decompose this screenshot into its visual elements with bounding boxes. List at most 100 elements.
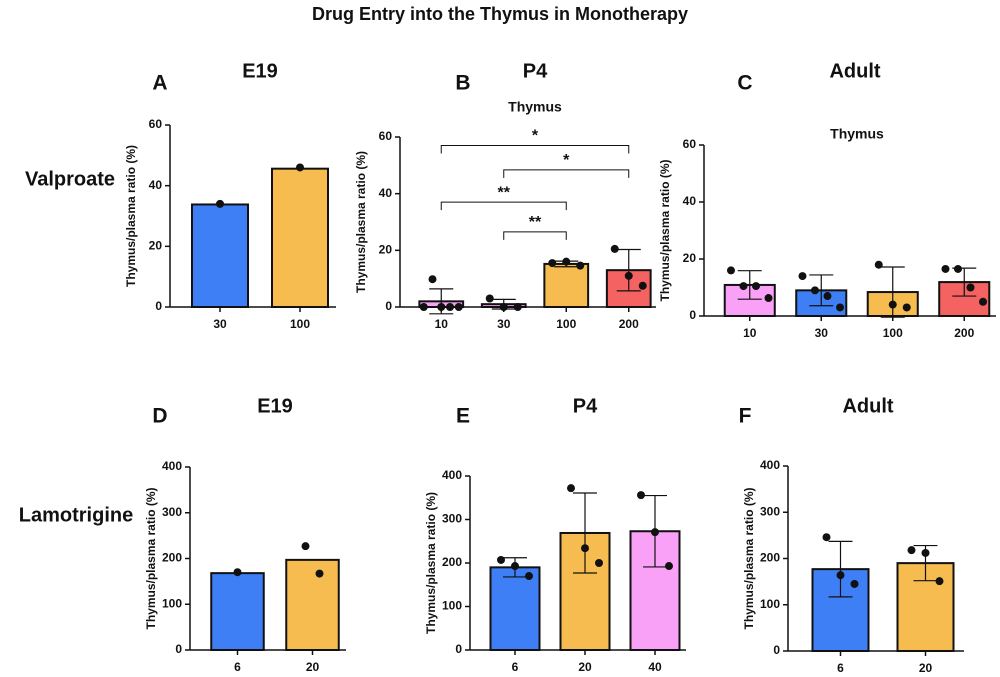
data-point [836, 303, 845, 312]
y-tick-label: 200 [760, 551, 780, 565]
data-point [562, 257, 571, 266]
y-tick-label: 40 [683, 194, 697, 208]
error-bar [880, 266, 905, 318]
significance-bracket [440, 201, 567, 211]
data-point [941, 264, 950, 273]
x-tick-label: 6 [512, 660, 519, 674]
data-point [511, 562, 519, 571]
data-point [301, 542, 310, 551]
x-tick-label: 20 [306, 660, 320, 674]
data-point [513, 303, 522, 311]
data-point [525, 572, 533, 581]
x-tick-label: 200 [954, 326, 974, 340]
data-point [953, 264, 962, 273]
y-tick-label: 400 [162, 459, 182, 473]
bar [191, 203, 249, 308]
panel-letter: A [152, 72, 167, 95]
x-tick-label: 20 [578, 660, 592, 674]
data-point [446, 303, 454, 311]
x-tick-label: 30 [497, 317, 511, 331]
data-point [595, 559, 603, 567]
data-point [610, 244, 619, 253]
data-point [907, 546, 916, 555]
significance-label: ** [529, 214, 542, 231]
data-point [638, 281, 647, 290]
error-bar [573, 492, 597, 574]
y-tick-label: 60 [379, 129, 393, 143]
figure-title: Drug Entry into the Thymus in Monotherap… [312, 4, 688, 24]
x-tick-label: 100 [883, 326, 903, 340]
y-tick-label: 0 [155, 299, 162, 313]
x-tick-label: 10 [743, 326, 757, 340]
data-point [581, 544, 589, 553]
data-point [935, 577, 944, 586]
data-point [726, 266, 735, 275]
y-tick-label: 20 [379, 243, 393, 257]
y-tick-label: 300 [442, 512, 462, 526]
data-point [902, 303, 911, 312]
y-tick-label: 40 [379, 186, 393, 200]
bar [489, 566, 541, 651]
data-point [233, 568, 242, 577]
panel-title: P4 [573, 395, 598, 417]
y-tick-label: 100 [162, 596, 182, 610]
data-point [850, 579, 859, 588]
x-tick-label: 30 [213, 317, 227, 331]
x-tick-label: 30 [815, 326, 829, 340]
x-tick-label: 20 [919, 661, 933, 675]
y-tick-label: 400 [442, 468, 462, 482]
y-tick-label: 100 [442, 599, 462, 613]
data-point [437, 303, 446, 311]
significance-label: ** [498, 184, 511, 201]
y-axis-label: Thymus/plasma ratio (%) [424, 492, 438, 634]
y-axis-label: Thymus/plasma ratio (%) [354, 151, 368, 293]
panel-title: E19 [257, 395, 293, 417]
data-point [315, 569, 324, 578]
bar [543, 262, 590, 308]
panel-letter: D [152, 405, 167, 428]
data-point [752, 282, 761, 291]
data-point [823, 292, 832, 301]
significance-label: * [563, 152, 570, 169]
row-label: Lamotrigine [19, 504, 133, 526]
y-tick-label: 200 [442, 555, 462, 569]
x-tick-label: 100 [290, 317, 310, 331]
data-point [921, 548, 930, 557]
data-point [874, 260, 883, 269]
data-point [499, 303, 508, 311]
data-point [822, 533, 831, 542]
data-point [485, 294, 494, 303]
error-bar [616, 248, 641, 292]
y-tick-label: 300 [760, 504, 780, 518]
bar [210, 572, 265, 652]
data-point [497, 555, 505, 564]
x-tick-label: 40 [648, 660, 662, 674]
bar [271, 167, 329, 308]
panel-title: P4 [523, 60, 548, 82]
significance-bracket [503, 169, 630, 178]
data-point [419, 303, 428, 311]
panel-title: E19 [242, 60, 278, 82]
y-tick-label: 300 [162, 505, 182, 519]
y-axis-label: Thymus/plasma ratio (%) [742, 487, 756, 629]
y-tick-label: 0 [175, 642, 182, 656]
data-point [428, 275, 437, 284]
error-bar [809, 274, 834, 307]
x-tick-label: 6 [234, 660, 241, 674]
x-tick-label: 10 [435, 317, 449, 331]
data-point [810, 286, 819, 295]
bar [285, 558, 340, 651]
data-point [216, 199, 224, 208]
panel-title: Adult [829, 60, 880, 82]
x-tick-label: 100 [556, 317, 576, 331]
y-tick-label: 0 [689, 308, 696, 322]
significance-bracket [440, 145, 630, 154]
y-tick-label: 400 [760, 458, 780, 472]
panel-title: Adult [842, 395, 893, 417]
data-point [836, 571, 845, 580]
data-point [739, 282, 748, 291]
data-point [764, 294, 773, 303]
error-bar [737, 270, 762, 300]
y-axis-label: Thymus/plasma ratio (%) [144, 487, 158, 629]
